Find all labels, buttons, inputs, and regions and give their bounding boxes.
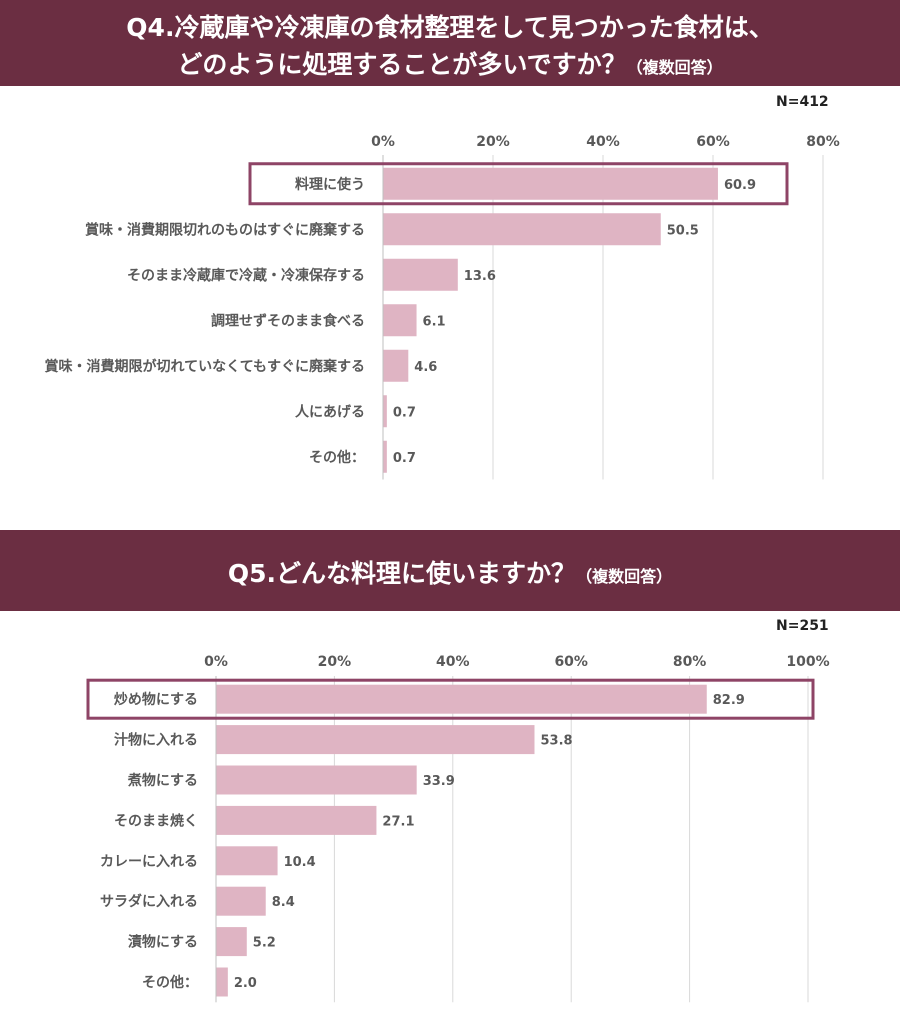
q5-value-label: 82.9 (713, 693, 745, 708)
q5-value-label: 10.4 (284, 855, 316, 870)
q5-category-label: その他： (142, 974, 198, 991)
q4-title-line2-wrap: どのように処理することが多いですか？（複数回答） (0, 45, 900, 81)
q5-highlight-box (86, 678, 815, 720)
q4-value-label: 50.5 (667, 223, 699, 238)
q5-value-label: 5.2 (253, 936, 276, 951)
q5-title-banner: Q5.どんな料理に使いますか？（複数回答） (0, 530, 900, 611)
q4-category-label: 調理せずそのまま食べる (211, 312, 365, 329)
q5-bar (216, 967, 228, 997)
q4-value-label: 4.6 (414, 360, 437, 375)
q5-category-label: サラダに入れる (100, 893, 198, 910)
q4-category-label: 人にあげる (295, 403, 365, 420)
q4-x-tick-label: 20% (476, 134, 510, 150)
q4-category-label: 賞味・消費期限切れのものはすぐに廃棄する (85, 221, 365, 238)
q5-bar (216, 805, 377, 835)
q4-title-line1: Q4.冷蔵庫や冷凍庫の食材整理をして見つかった食材は、 (126, 13, 774, 42)
q4-category-label: 賞味・消費期限が切れていなくてもすぐに廃棄する (45, 358, 365, 375)
q4-bar (383, 440, 387, 473)
q5-bar (216, 684, 707, 714)
q4-bar (383, 304, 417, 337)
q5-value-label: 8.4 (272, 895, 295, 910)
q5-x-tick-label: 40% (436, 654, 470, 670)
q5-x-tick-label: 100% (786, 654, 829, 670)
q5-category-label: 炒め物にする (114, 691, 198, 708)
q5-bar (216, 886, 266, 916)
q5-x-tick-label: 60% (554, 654, 588, 670)
q4-value-label: 0.7 (393, 405, 416, 420)
q4-category-label: そのまま冷蔵庫で冷蔵・冷凍保存する (127, 267, 365, 284)
q5-category-label: そのまま焼く (114, 812, 198, 829)
q5-value-label: 53.8 (540, 734, 572, 749)
q4-sample-size: N=412 (776, 94, 829, 110)
q4-bar (383, 395, 387, 428)
q4-bar (383, 167, 718, 200)
q4-x-tick-label: 80% (806, 134, 840, 150)
q5-bar (216, 927, 247, 957)
q4-bar-chart: 0% 20% 40% 60% 80% 料理に使う 60.9 賞味・消費期限切れのものはすぐに廃… (45, 134, 840, 480)
q5-sample-size: N=251 (776, 618, 829, 634)
q5-bar (216, 725, 535, 755)
q5-category-label: 漬物にする (128, 934, 198, 951)
q5-x-tick-label: 20% (318, 654, 352, 670)
q5-bar (216, 765, 417, 795)
q4-value-label: 0.7 (393, 451, 416, 466)
q4-x-tick-label: 0% (371, 134, 395, 150)
q4-value-label: 60.9 (724, 178, 756, 193)
q4-highlight-box (248, 162, 789, 206)
q5-category-label: 煮物にする (127, 772, 198, 789)
q4-bar (383, 258, 458, 291)
q5-bar (216, 846, 278, 876)
q5-title-wrap: Q5.どんな料理に使いますか？（複数回答） (0, 554, 900, 590)
q5-title: Q5.どんな料理に使いますか？ (227, 559, 577, 588)
q5-category-label: カレーに入れる (100, 854, 198, 870)
q5-multiple-answer-note: （複数回答） (576, 567, 673, 586)
q4-bar (383, 349, 409, 382)
q4-multiple-answer-note: （複数回答） (626, 58, 723, 77)
q4-bar (383, 213, 661, 246)
q4-title-banner: Q4.冷蔵庫や冷凍庫の食材整理をして見つかった食材は、 どのように処理することが… (0, 0, 900, 86)
q5-value-label: 33.9 (423, 774, 455, 789)
q4-x-tick-label: 60% (696, 134, 730, 150)
q4-category-label: その他： (309, 449, 365, 466)
q5-bar-chart: 0% 20% 40% 60% 80% 100% 炒め物にする 82.9 汁物に入れる 53.8 煮物… (86, 654, 830, 1003)
q5-value-label: 2.0 (234, 976, 257, 991)
q5-category-label: 汁物に入れる (114, 732, 198, 749)
q5-value-label: 27.1 (382, 814, 414, 829)
q4-x-tick-label: 40% (586, 134, 620, 150)
q4-category-label: 料理に使う (295, 176, 365, 193)
q4-value-label: 6.1 (423, 314, 446, 329)
q4-value-label: 13.6 (464, 269, 496, 284)
q5-x-tick-label: 80% (673, 654, 707, 670)
q4-title-line2: どのように処理することが多いですか？ (177, 50, 627, 79)
q5-x-tick-label: 0% (204, 654, 228, 670)
